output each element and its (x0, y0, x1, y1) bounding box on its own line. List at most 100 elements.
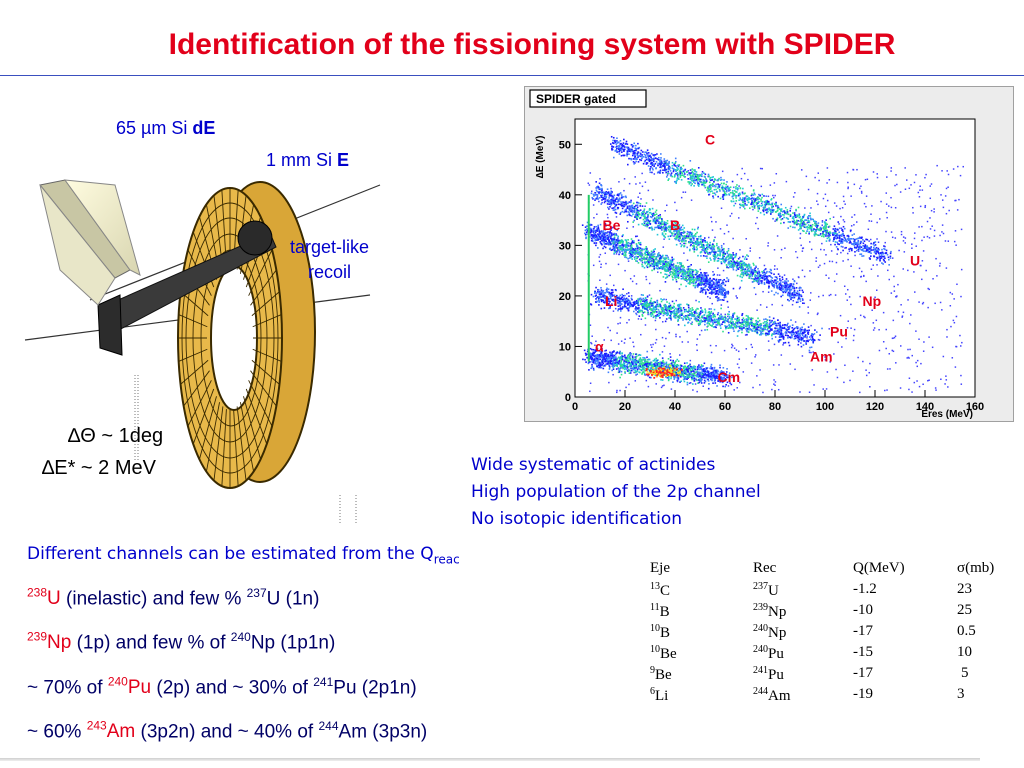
background-event (700, 329, 703, 332)
band-event-Be (697, 279, 699, 281)
band-event-C (627, 163, 629, 166)
band-event-C (649, 171, 652, 174)
band-event-Be (669, 269, 671, 271)
band-event-C (633, 152, 635, 155)
background-event (849, 379, 851, 382)
band-event-B (611, 200, 613, 203)
band-event-C (635, 149, 637, 151)
band-event-B (756, 281, 759, 284)
band-event-C (822, 227, 825, 229)
band-event-C (796, 215, 799, 217)
band-event-B (763, 273, 765, 276)
background-event (736, 173, 739, 176)
band-event-C (782, 210, 784, 213)
band-event-Be (700, 271, 702, 274)
band-event-B (778, 286, 781, 288)
band-event-B (627, 202, 629, 205)
band-event-Be (698, 283, 701, 286)
band-event-B (790, 283, 792, 285)
band-event-C (719, 197, 722, 200)
band-event-C (671, 175, 674, 178)
band-event-Be (717, 283, 719, 286)
band-event-B (643, 209, 645, 212)
band-event-B (699, 241, 701, 244)
band-event-C (622, 148, 624, 151)
band-event-Be (646, 256, 648, 259)
band-event-Be (648, 252, 651, 254)
band-event-Be (627, 249, 630, 251)
band-event-Be (702, 288, 705, 291)
band-event-C (837, 221, 840, 223)
band-event-B (784, 291, 787, 294)
band-event-C (857, 242, 859, 245)
band-event-C (742, 197, 745, 200)
background-event (947, 186, 949, 188)
band-event-Be (589, 236, 591, 238)
band-event-B (754, 277, 757, 279)
background-event (921, 239, 923, 242)
band-event-C (842, 249, 844, 252)
band-event-Be (701, 287, 704, 290)
band-event-Be (702, 278, 704, 280)
band-event-Be (631, 254, 634, 257)
band-event-B (796, 290, 799, 292)
band-event-Be (654, 248, 656, 250)
band-event-C (767, 202, 769, 204)
band-event-C (707, 173, 710, 176)
band-event-C (779, 216, 781, 218)
background-event (639, 182, 641, 184)
background-event (718, 274, 721, 276)
band-event-C (640, 155, 643, 157)
band-event-C (625, 140, 628, 143)
band-event-C (797, 219, 799, 222)
band-event-C (884, 261, 887, 263)
background-event (904, 167, 906, 169)
band-event-B (741, 260, 744, 263)
background-event (640, 318, 643, 320)
band-event-Be (584, 226, 587, 228)
band-event-B (675, 235, 678, 238)
band-event-C (611, 147, 613, 150)
band-event-C (751, 205, 754, 208)
band-event-B (713, 257, 716, 259)
background-event (626, 227, 628, 229)
band-event-C (728, 187, 731, 189)
band-event-Be (679, 268, 682, 271)
background-event (877, 241, 880, 243)
background-event (607, 216, 609, 219)
band-event-B (736, 263, 739, 265)
band-event-Be (586, 229, 589, 232)
band-event-B (790, 298, 792, 301)
band-event-C (719, 184, 721, 186)
band-event-C (869, 249, 872, 252)
band-event-C (801, 224, 803, 227)
band-event-C (816, 234, 819, 236)
band-event-B (773, 293, 776, 296)
background-event (759, 167, 762, 170)
band-event-C (751, 197, 754, 199)
band-event-B (787, 292, 790, 294)
band-event-B (612, 209, 615, 211)
background-event (911, 243, 913, 245)
band-event-C (706, 189, 708, 191)
band-event-B (595, 197, 598, 200)
band-event-C (824, 229, 827, 232)
band-event-B (613, 201, 616, 204)
band-event-B (709, 246, 712, 249)
band-event-C (860, 249, 863, 251)
band-event-B (665, 226, 667, 229)
band-event-Be (611, 240, 613, 243)
band-event-C (853, 246, 856, 248)
band-event-B (597, 186, 600, 188)
background-event (835, 205, 838, 207)
band-event-B (624, 202, 627, 204)
band-event-B (800, 287, 802, 289)
band-event-C (796, 214, 798, 216)
band-event-Be (645, 265, 648, 267)
band-event-Be (602, 235, 605, 238)
band-event-B (596, 190, 598, 193)
band-event-B (709, 241, 712, 244)
band-event-C (797, 229, 800, 231)
band-event-Be (674, 267, 677, 270)
band-event-C (882, 252, 884, 255)
